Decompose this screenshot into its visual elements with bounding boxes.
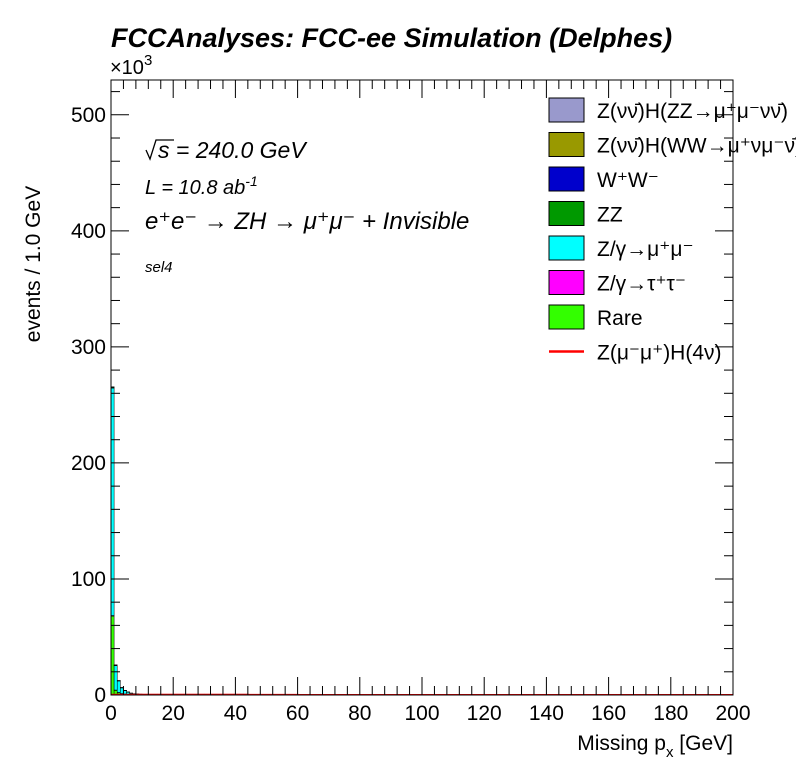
chart-title: FCCAnalyses: FCC-ee Simulation (Delphes) (111, 23, 672, 53)
legend-label: Z(νν̄)H(WW→μ⁺νμ⁻ν̄) (597, 135, 796, 158)
legend-swatch (548, 235, 585, 261)
legend-label: Z/γ→τ⁺τ⁻ (597, 273, 686, 296)
x-tick-label: 20 (162, 702, 185, 725)
legend-swatch (548, 132, 585, 157)
bar-series-2-bin-2 (116, 680, 121, 693)
x-tick-label: 160 (591, 702, 626, 725)
annotation-sqrt-s: s = 240.0 GeV (145, 137, 308, 163)
legend-swatch (548, 201, 585, 226)
y-multiplier: ×103 (110, 52, 152, 79)
histogram-bars (111, 386, 733, 695)
legend: Z(νν̄)H(ZZ→μ⁺μ⁻νν̄) Z(νν̄)H(WW→μ⁺νμ⁻ν̄) W⁺… (548, 97, 796, 365)
x-axis: 0 20 40 60 80 100 120 140 160 180 200 (105, 80, 751, 725)
legend-label: Z(νν̄)H(ZZ→μ⁺μ⁻νν̄) (597, 100, 788, 123)
x-tick-label: 60 (286, 702, 309, 725)
y-tick-label: 300 (71, 336, 106, 359)
legend-swatch (548, 304, 585, 330)
x-tick-label: 80 (348, 702, 371, 725)
x-axis-label: Missing px [GeV] (577, 732, 733, 761)
sqrt-s-text: s = 240.0 GeV (158, 137, 308, 163)
y-tick-label: 0 (94, 684, 106, 707)
y-tick-label: 100 (71, 568, 106, 591)
x-tick-label: 0 (105, 702, 117, 725)
y-axis-label: events / 1.0 GeV (22, 186, 45, 342)
x-tick-label: 180 (653, 702, 688, 725)
x-tick-label: 40 (224, 702, 247, 725)
legend-swatch (548, 270, 585, 295)
y-tick-label: 200 (71, 452, 106, 475)
x-tick-label: 200 (715, 702, 750, 725)
legend-label: Z/γ→μ⁺μ⁻ (597, 238, 694, 261)
y-tick-label: 400 (71, 220, 106, 243)
x-tick-label: 100 (404, 702, 439, 725)
legend-label: ZZ (597, 204, 623, 227)
legend-label: W⁺W⁻ (597, 169, 659, 192)
annotation-selection: sel4 (145, 259, 173, 276)
y-tick-label: 500 (71, 104, 106, 127)
legend-label: Z(μ⁻μ⁺)H(4ν) (597, 342, 722, 365)
annotation-process: e⁺e⁻ → ZH → μ⁺μ⁻ + Invisible (145, 208, 469, 235)
annotation-lumi: L = 10.8 ab-1 (145, 173, 258, 199)
y-axis: 0 100 200 300 400 500 (71, 91, 733, 707)
legend-label: Rare (597, 307, 643, 330)
sqrt-symbol (145, 139, 174, 161)
x-tick-label: 140 (529, 702, 564, 725)
legend-swatch (548, 97, 585, 123)
bar-series-2-bin-1 (113, 665, 118, 691)
x-tick-label: 120 (467, 702, 502, 725)
legend-swatch (548, 166, 585, 192)
